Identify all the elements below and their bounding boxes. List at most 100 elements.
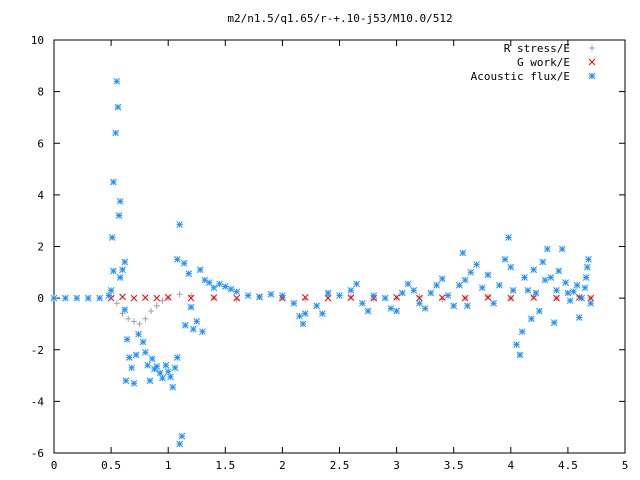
data-point	[562, 279, 569, 286]
data-point	[128, 364, 136, 372]
data-point	[176, 221, 183, 228]
data-point	[555, 267, 563, 275]
data-point	[167, 373, 174, 381]
data-point	[393, 295, 400, 302]
data-point	[119, 266, 126, 274]
data-point	[301, 293, 309, 301]
data-point	[381, 294, 389, 302]
data-point	[473, 261, 480, 268]
data-point	[199, 328, 206, 336]
data-point	[336, 292, 343, 299]
data-point	[130, 379, 138, 387]
data-point	[461, 276, 469, 284]
data-point	[324, 289, 332, 297]
x-tick-label: 2.5	[330, 459, 350, 472]
data-point	[573, 281, 581, 289]
data-point	[553, 287, 560, 294]
data-point	[122, 377, 130, 385]
data-point	[358, 299, 366, 307]
data-point	[393, 293, 400, 301]
y-tick-label: 2	[37, 241, 44, 254]
data-point	[530, 266, 537, 274]
data-point	[159, 374, 166, 382]
data-point	[50, 294, 58, 302]
data-point	[267, 290, 275, 298]
data-point	[416, 299, 423, 307]
data-point	[139, 338, 147, 346]
data-point	[233, 294, 241, 302]
data-point	[146, 377, 154, 385]
data-point	[575, 314, 583, 321]
x-tick-label: 5	[622, 459, 629, 472]
data-point	[513, 341, 520, 348]
data-point	[110, 178, 117, 186]
series-r-stress-e	[108, 291, 594, 327]
data-point	[478, 284, 486, 292]
data-point	[114, 103, 122, 111]
data-point	[153, 302, 160, 309]
data-point	[136, 320, 143, 327]
data-point	[324, 294, 332, 302]
legend-label: Acoustic flux/E	[471, 70, 570, 83]
data-point	[553, 294, 560, 302]
x-tick-label: 1	[165, 459, 172, 472]
data-point	[433, 281, 440, 289]
data-point	[438, 294, 446, 301]
data-point	[121, 306, 129, 314]
data-point	[444, 292, 452, 299]
data-point	[173, 354, 181, 361]
x-tick-label: 0.5	[101, 459, 121, 472]
x-tick-label: 4	[507, 459, 514, 472]
data-point	[113, 77, 121, 85]
data-point	[570, 288, 577, 296]
y-tick-label: 0	[37, 292, 44, 305]
data-point	[587, 294, 595, 302]
y-tick-label: -6	[31, 447, 44, 460]
data-point	[210, 284, 218, 292]
data-marks	[50, 77, 595, 448]
data-point	[165, 295, 172, 302]
data-point	[210, 294, 218, 301]
data-point	[587, 299, 595, 307]
data-point	[119, 293, 126, 301]
data-point	[107, 287, 115, 294]
data-point	[180, 259, 188, 267]
data-point	[564, 289, 572, 297]
data-point	[125, 315, 132, 322]
data-point	[173, 256, 181, 263]
data-point	[115, 212, 123, 219]
data-point	[421, 305, 429, 312]
series-g-work-e	[107, 293, 595, 302]
data-point	[132, 351, 140, 359]
data-point	[364, 307, 372, 315]
data-point	[582, 274, 590, 281]
data-point	[193, 318, 201, 325]
data-point	[353, 280, 360, 288]
data-point	[162, 361, 170, 369]
data-point	[142, 348, 149, 356]
data-point	[187, 303, 195, 311]
data-point	[279, 292, 286, 299]
data-point	[543, 245, 551, 253]
data-point	[153, 363, 161, 370]
data-point	[84, 294, 92, 302]
x-tick-label: 2	[279, 459, 286, 472]
data-point	[467, 268, 475, 276]
data-point	[221, 283, 229, 290]
data-point	[256, 293, 263, 301]
data-point	[450, 302, 458, 310]
data-point	[539, 258, 547, 266]
data-point	[464, 302, 471, 310]
data-point	[148, 355, 156, 363]
data-point	[313, 302, 321, 310]
data-point	[583, 263, 591, 271]
data-point	[347, 287, 355, 294]
data-point	[105, 292, 113, 299]
data-point	[370, 292, 378, 299]
data-point	[398, 289, 406, 297]
data-point	[501, 256, 509, 263]
data-point	[387, 305, 395, 312]
data-point	[438, 275, 446, 283]
data-point	[410, 287, 418, 294]
data-point	[176, 440, 183, 448]
